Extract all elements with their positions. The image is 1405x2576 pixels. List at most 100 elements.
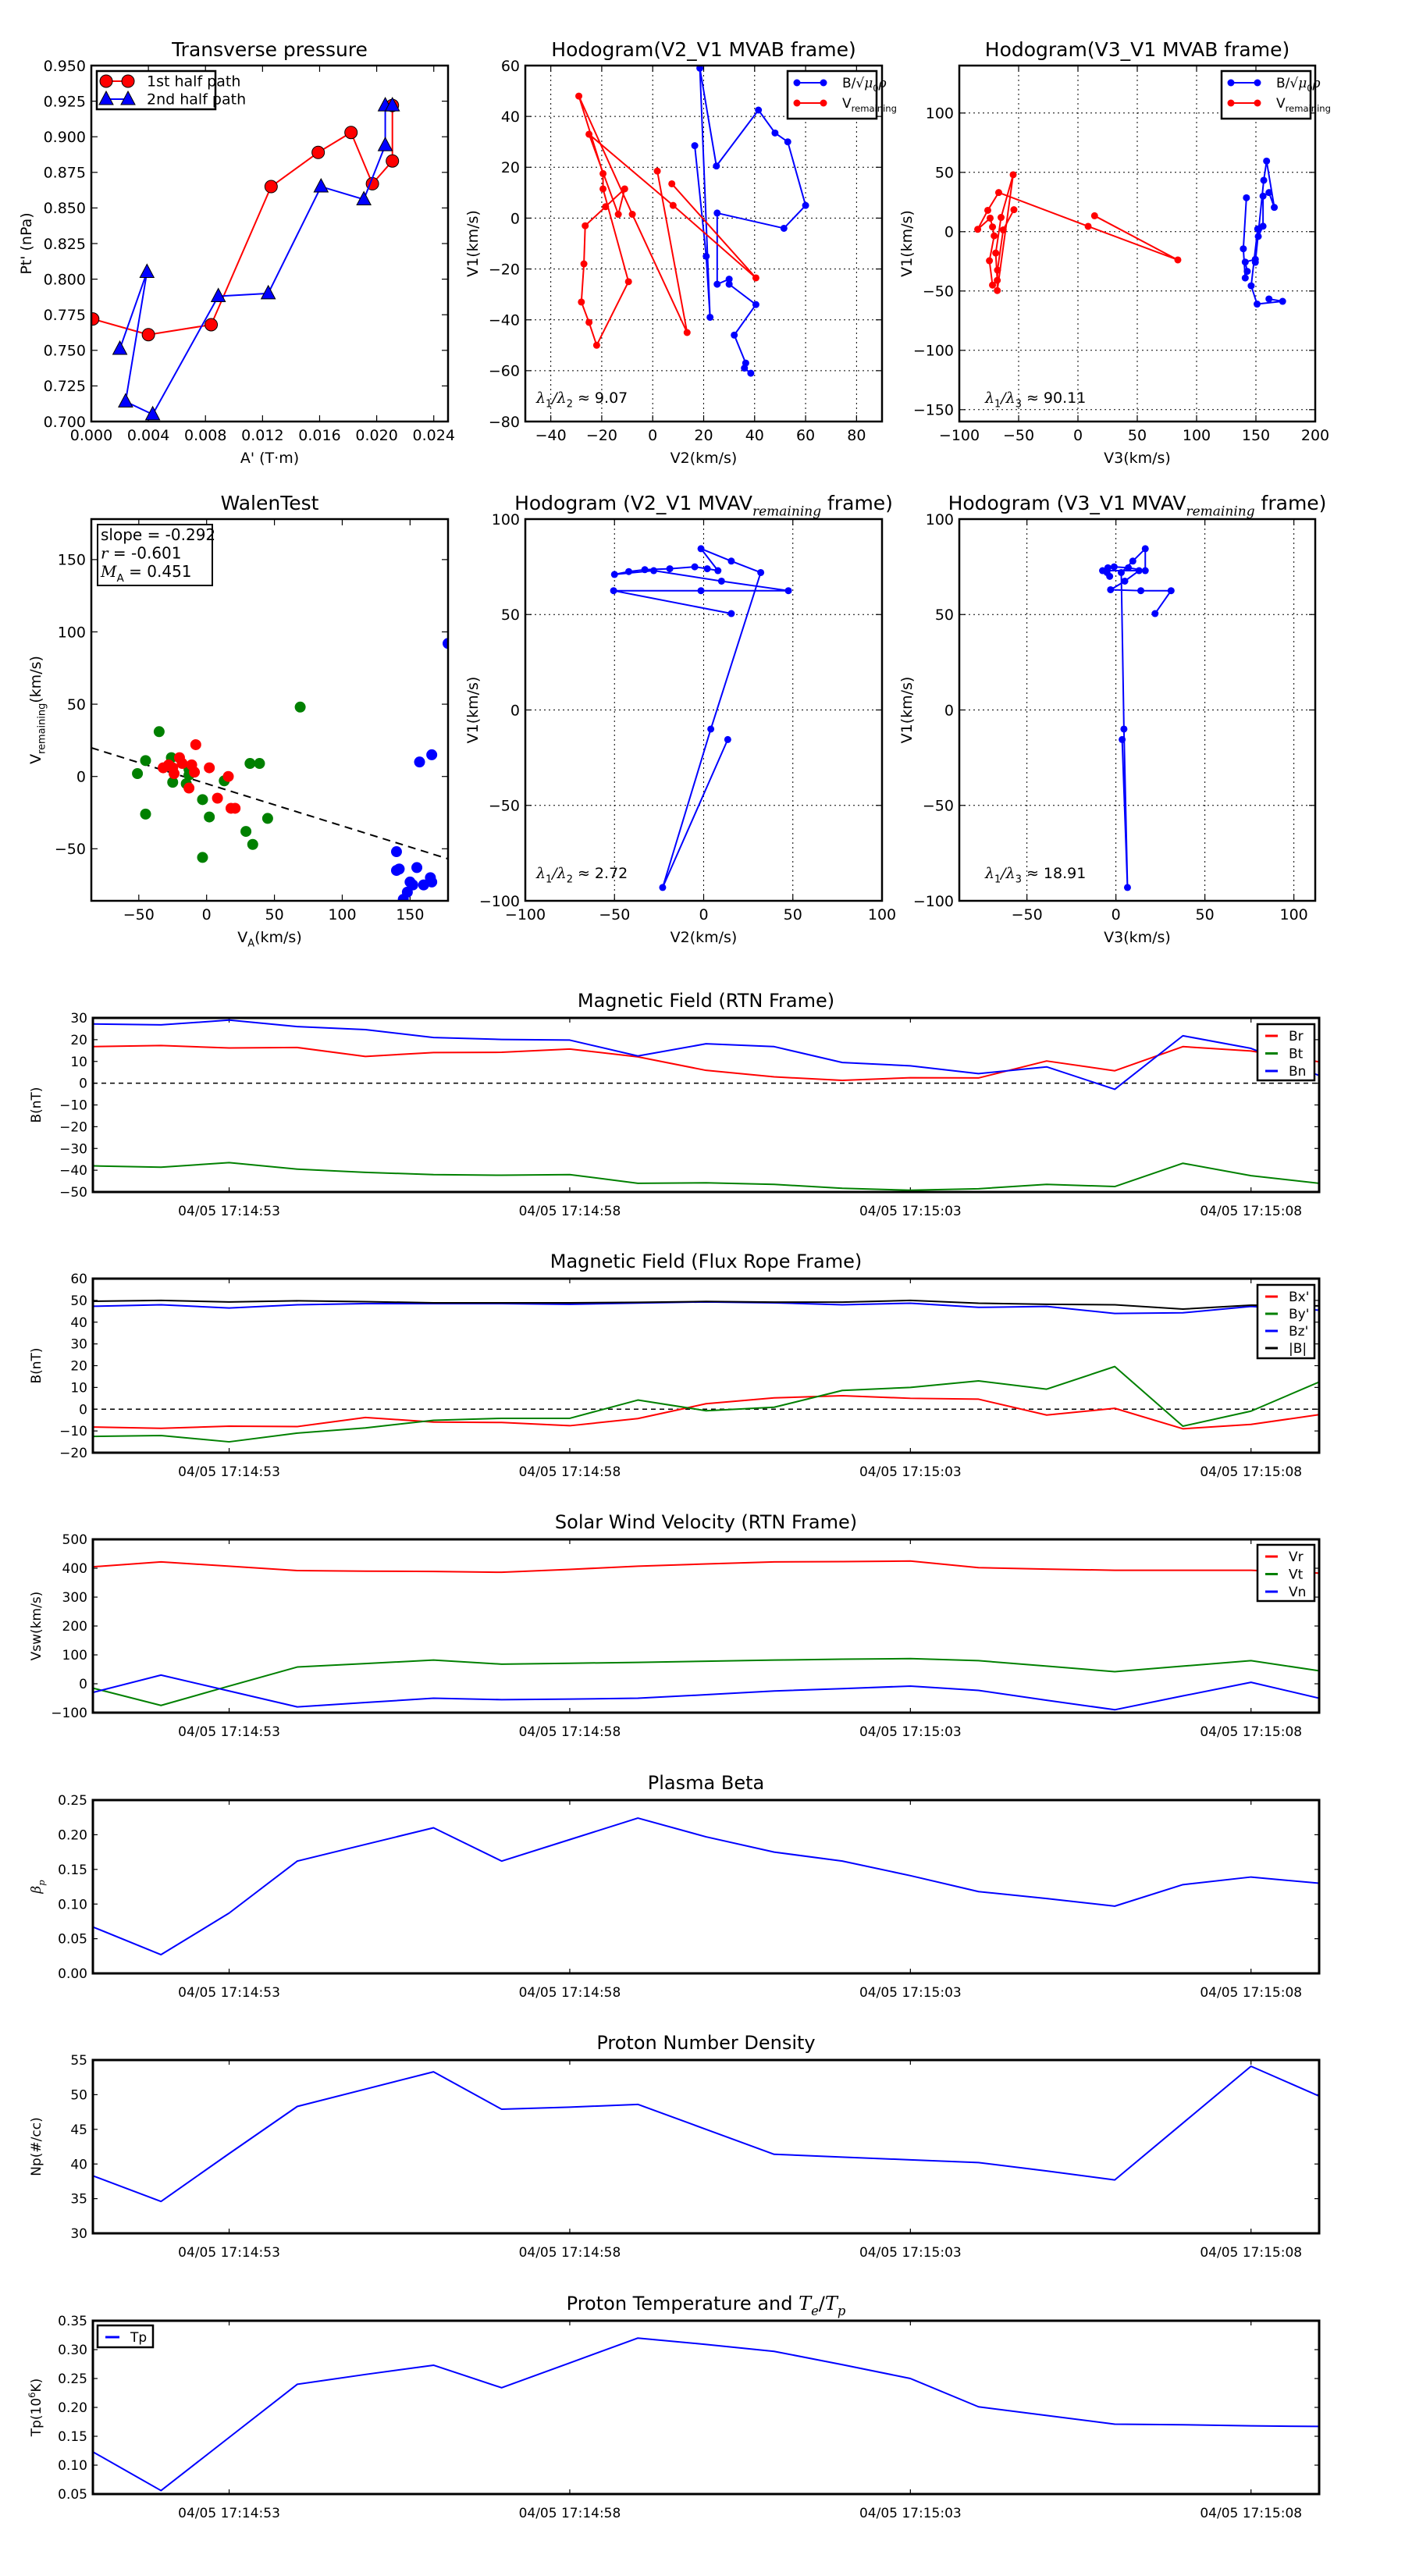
- y-tick-label: 50: [935, 165, 954, 182]
- data-point: [1119, 735, 1126, 743]
- chart-title-part: remaining: [1186, 504, 1254, 520]
- data-point: [714, 567, 722, 575]
- y-axis-label-part: remaining: [37, 703, 48, 754]
- y-tick-label: 40: [501, 109, 520, 126]
- y-tick-label: 100: [58, 624, 86, 641]
- data-point: [724, 735, 731, 743]
- legend-marker: [120, 90, 136, 105]
- eigenvalue-ratio-annotation-part: ≈ 18.91: [1022, 865, 1086, 882]
- x-tick-label: 0: [648, 427, 657, 444]
- series-line: [93, 1162, 1319, 1191]
- data-point: [653, 167, 661, 175]
- legend-entry: Vremaining: [1227, 96, 1331, 114]
- y-tick-label: 0.20: [58, 2400, 87, 2416]
- plot-area: [974, 157, 1286, 308]
- data-point: [984, 206, 991, 214]
- chart-panel: 04/05 17:14:53 04/05 17:14:58 04/05 17:15:…: [29, 1772, 1321, 2001]
- legend-label-part: B/√: [842, 76, 864, 91]
- y-tick-label: 0: [79, 1677, 87, 1692]
- axes-frame: [91, 2058, 1321, 2235]
- data-point: [190, 738, 201, 750]
- data-point: [91, 312, 100, 326]
- x-tick-label: 150: [1242, 427, 1270, 444]
- series-line: [93, 1365, 1319, 1443]
- series-line: [613, 547, 790, 888]
- x-tick-label: 0.020: [355, 427, 397, 444]
- y-tick-label: 50: [935, 607, 954, 624]
- chart-title-part: Hodogram (V3_V1 MVAV: [948, 492, 1186, 514]
- x-tick-label: 100: [1183, 427, 1211, 444]
- data-point: [384, 97, 400, 112]
- x-tick-label: 04/05 17:14:58: [519, 1204, 621, 1219]
- legend-label: Bx': [1289, 1290, 1309, 1305]
- eigenvalue-ratio-annotation-part: λ: [535, 865, 546, 882]
- x-tick-label: 0: [699, 906, 708, 923]
- axes-frame: [91, 2319, 1321, 2496]
- series-line: [93, 1674, 1319, 1711]
- legend-entry: Vremaining: [793, 96, 897, 114]
- y-tick-label: 0.700: [44, 414, 86, 431]
- y-axis-label: B(nT): [29, 1087, 44, 1123]
- data-point: [167, 762, 179, 774]
- eigenvalue-ratio-annotation: λ1/λ2 ≈ 9.07: [535, 390, 628, 411]
- chart-title-part: remaining: [752, 504, 821, 520]
- x-tick-label: 0: [202, 906, 212, 923]
- x-tick-label: 04/05 17:15:08: [1200, 1724, 1302, 1740]
- y-tick-label: 0.05: [58, 2487, 87, 2503]
- x-tick-label: −50: [1003, 427, 1034, 444]
- legend-label-part: ρ: [1312, 76, 1321, 91]
- y-tick-label: 0.35: [58, 2314, 87, 2329]
- legend: Br Bt Bn: [1256, 1023, 1316, 1082]
- y-tick-label: 50: [501, 607, 520, 624]
- x-axis-label: V3(km/s): [1104, 929, 1171, 946]
- y-tick-label: 55: [70, 2053, 87, 2069]
- x-axis-label: V3(km/s): [1104, 450, 1171, 467]
- data-point: [261, 813, 273, 824]
- series-line: [93, 2337, 1319, 2492]
- legend-label: Vt: [1289, 1567, 1304, 1582]
- data-point: [244, 758, 256, 770]
- y-tick-label: 400: [62, 1561, 87, 1577]
- chart-title-part: T: [799, 2293, 813, 2314]
- eigenvalue-ratio-annotation-part: λ: [557, 390, 567, 407]
- data-point: [414, 756, 425, 768]
- data-point: [998, 214, 1005, 222]
- y-tick-label: 30: [70, 1337, 87, 1353]
- chart-panel: −100 −50 0 50 100 150 200 −150 −100 −50 0 50 100 B/√μ…: [898, 38, 1331, 467]
- y-axis-label: Vsw(km/s): [29, 1592, 44, 1661]
- stats-line: slope = -0.292: [101, 525, 215, 544]
- y-tick-label: 0.05: [58, 1932, 87, 1948]
- x-tick-label: −100: [939, 427, 980, 444]
- data-point: [1259, 192, 1267, 200]
- eigenvalue-ratio-annotation: λ1/λ2 ≈ 2.72: [535, 865, 628, 886]
- y-tick-label: −10: [59, 1098, 87, 1114]
- data-point: [707, 725, 715, 733]
- y-tick-label: −20: [489, 261, 520, 278]
- legend: Vr Vt Vn: [1256, 1543, 1316, 1603]
- chart-panel: 04/05 17:14:53 04/05 17:14:58 04/05 17:15:…: [29, 2032, 1321, 2261]
- data-point: [696, 66, 704, 72]
- y-axis-label-part: K): [29, 2379, 44, 2393]
- series-line: [93, 1044, 1319, 1082]
- axes-frame: [91, 1538, 1321, 1714]
- x-tick-label: 04/05 17:14:58: [519, 2506, 621, 2521]
- y-tick-label: 60: [501, 58, 520, 75]
- legend-entry: Bn: [1265, 1064, 1306, 1080]
- legend-label-part: remaining: [852, 103, 897, 114]
- x-tick-label: 04/05 17:15:03: [859, 1464, 962, 1480]
- legend-entry: Vr: [1265, 1550, 1304, 1565]
- chart-title-part: T: [825, 2293, 839, 2314]
- data-point: [112, 340, 128, 355]
- y-tick-label: −30: [59, 1141, 87, 1157]
- stats-line-part: A: [116, 572, 124, 585]
- y-tick-label: −50: [923, 283, 954, 301]
- data-point: [986, 257, 994, 265]
- x-tick-label: −20: [586, 427, 617, 444]
- eigenvalue-ratio-annotation: λ1/λ3 ≈ 90.11: [984, 390, 1086, 411]
- series-line: [93, 2065, 1319, 2203]
- data-point: [197, 794, 208, 806]
- axes-frame: [91, 1277, 1321, 1454]
- chart-panel: 04/05 17:14:53 04/05 17:14:58 04/05 17:15:…: [29, 990, 1321, 1219]
- legend-label: 1st half path: [147, 73, 240, 91]
- y-tick-label: 0.10: [58, 2458, 87, 2474]
